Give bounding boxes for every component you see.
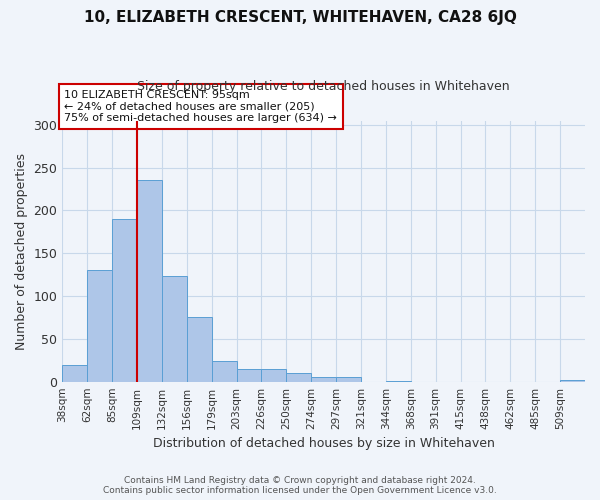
- Bar: [336, 378, 361, 382]
- Text: 10, ELIZABETH CRESCENT, WHITEHAVEN, CA28 6JQ: 10, ELIZABETH CRESCENT, WHITEHAVEN, CA28…: [83, 10, 517, 25]
- Bar: [311, 378, 336, 382]
- Title: Size of property relative to detached houses in Whitehaven: Size of property relative to detached ho…: [137, 80, 510, 93]
- Bar: [87, 270, 112, 382]
- Bar: [286, 373, 311, 382]
- Bar: [560, 380, 585, 382]
- Text: Contains HM Land Registry data © Crown copyright and database right 2024.
Contai: Contains HM Land Registry data © Crown c…: [103, 476, 497, 495]
- Bar: [62, 364, 87, 382]
- Bar: [386, 381, 411, 382]
- Y-axis label: Number of detached properties: Number of detached properties: [15, 152, 28, 350]
- Text: 10 ELIZABETH CRESCENT: 95sqm
← 24% of detached houses are smaller (205)
75% of s: 10 ELIZABETH CRESCENT: 95sqm ← 24% of de…: [64, 90, 337, 123]
- Bar: [187, 316, 212, 382]
- Bar: [236, 369, 262, 382]
- Bar: [162, 276, 187, 382]
- Bar: [262, 369, 286, 382]
- Bar: [137, 180, 162, 382]
- X-axis label: Distribution of detached houses by size in Whitehaven: Distribution of detached houses by size …: [153, 437, 494, 450]
- Bar: [112, 219, 137, 382]
- Bar: [212, 361, 236, 382]
